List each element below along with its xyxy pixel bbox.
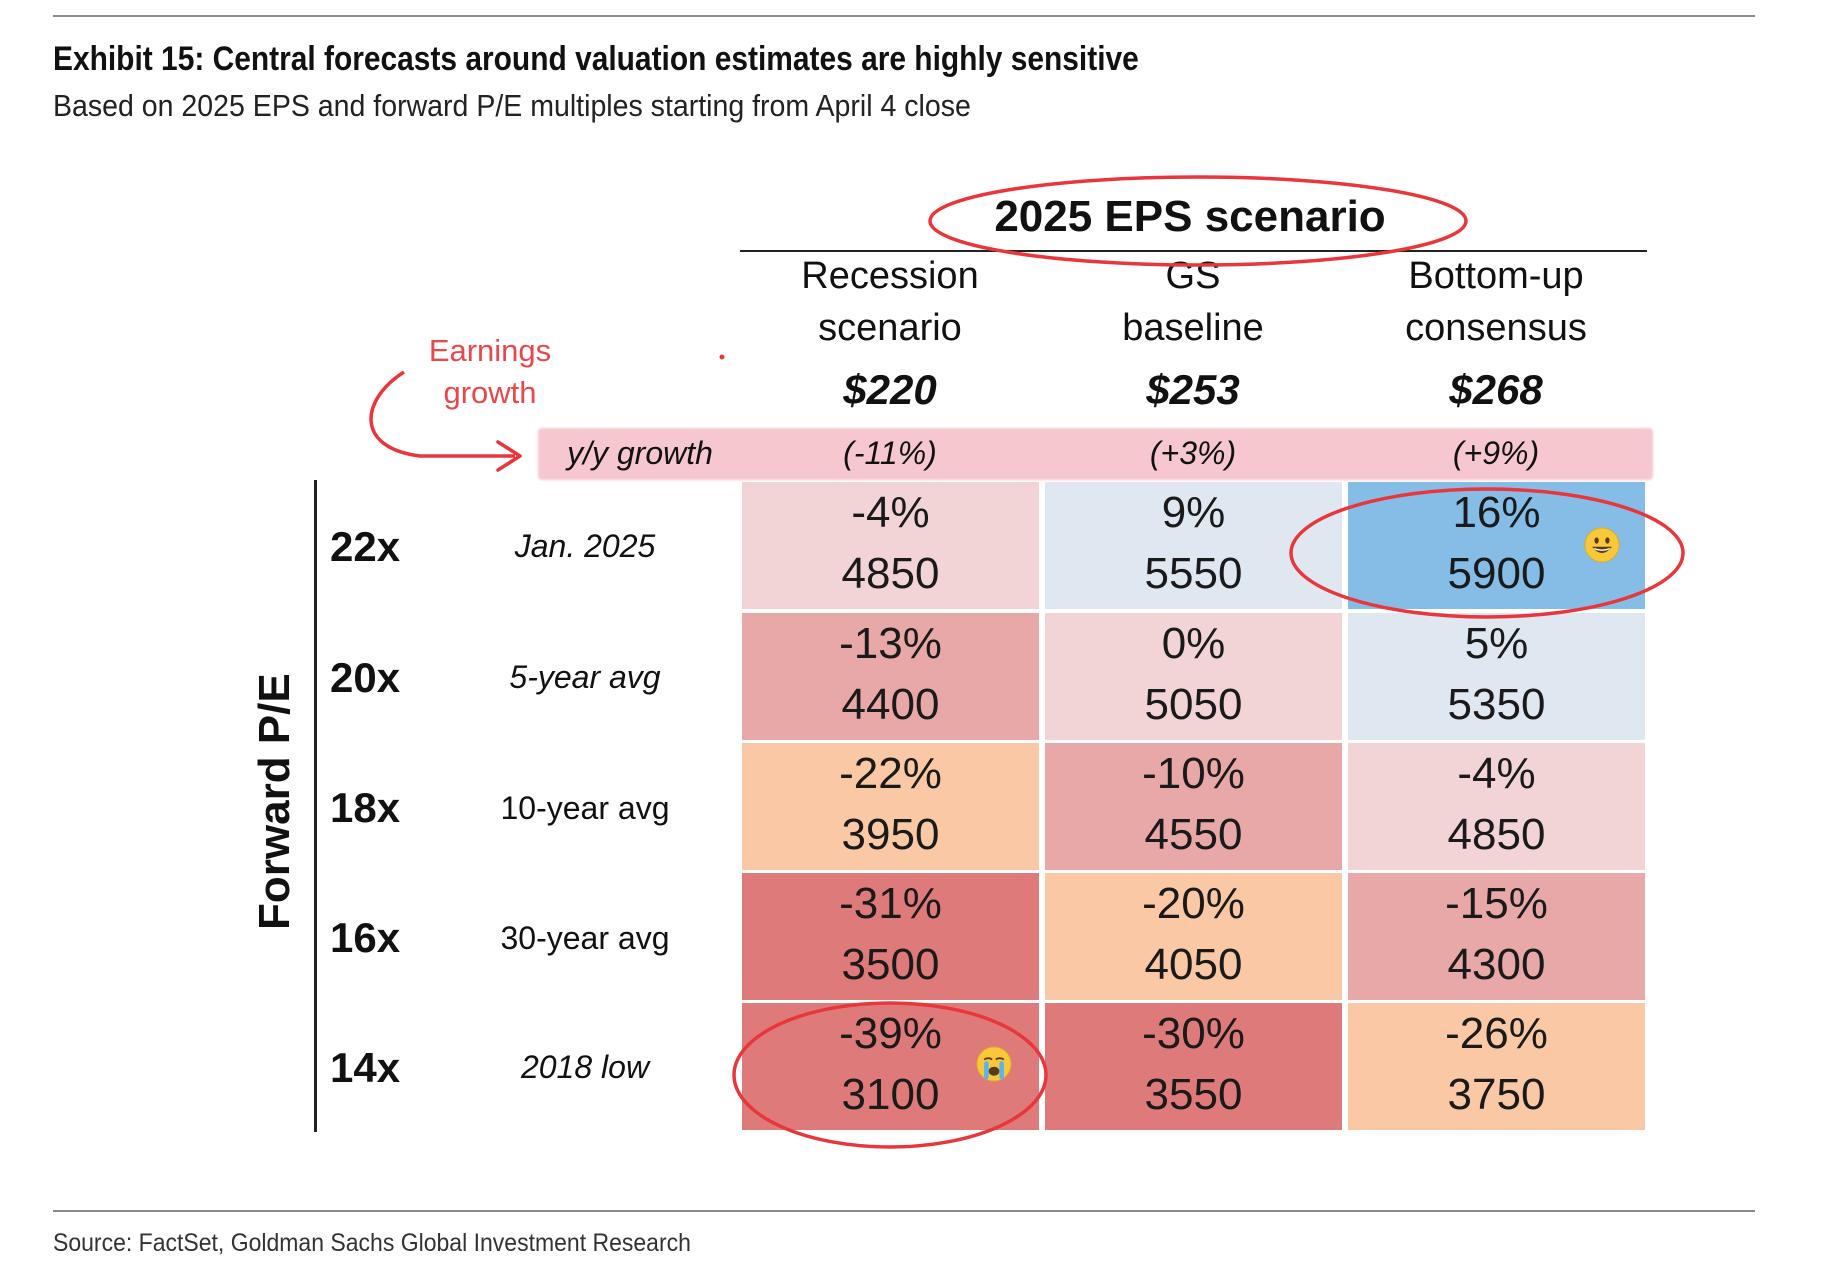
curved-arrow-icon	[369, 370, 515, 458]
source-note: Source: FactSet, Goldman Sachs Global In…	[53, 1229, 691, 1257]
exhibit-title: Exhibit 15: Central forecasts around val…	[53, 40, 1139, 78]
column-header-line: Recession	[801, 255, 979, 297]
growth-highlight-band	[538, 428, 1653, 480]
bearish-cell-circle	[732, 1001, 1048, 1149]
pe-label-30-year-avg: 30-year avg	[500, 920, 670, 956]
cell-index-level: 4850	[1447, 810, 1546, 859]
exhibit-subtitle: Based on 2025 EPS and forward P/E multip…	[53, 88, 971, 123]
column-header-line: GS	[1165, 255, 1221, 297]
column-header-consensus: Bottom-up consensus	[1346, 250, 1646, 354]
heatmap-cell: -10% 4550	[1045, 743, 1342, 870]
heatmap-cell: -15% 4300	[1348, 873, 1645, 1000]
pe-multiple-14x: 14x	[330, 1044, 401, 1091]
pe-label-10-year-avg: 10-year avg	[500, 790, 670, 826]
cell-index-level: 4850	[841, 549, 940, 598]
heatmap-cell: -26% 3750	[1348, 1003, 1645, 1130]
heatmap-cell: -22% 3950	[742, 743, 1039, 870]
pe-multiple-16x: 16x	[330, 914, 401, 961]
heatmap-cell: -20% 4050	[1045, 873, 1342, 1000]
heatmap-cell: 0% 5050	[1045, 613, 1342, 740]
column-header-line: baseline	[1122, 307, 1264, 349]
pe-label-2018-low: 2018 low	[520, 1049, 650, 1085]
column-header-line: consensus	[1405, 307, 1587, 349]
heatmap-cell: -30% 3550	[1045, 1003, 1342, 1130]
cell-percent-change: -10%	[1142, 749, 1245, 798]
growth-value-gs-baseline: (+3%)	[1149, 435, 1237, 471]
eps-title-circle	[928, 175, 1468, 267]
eps-value-consensus: $268	[1449, 366, 1543, 413]
heatmap-cell: 9% 5550	[1045, 482, 1342, 609]
cell-index-level: 3550	[1144, 1070, 1243, 1119]
cell-index-level: 3500	[841, 940, 940, 989]
cell-percent-change: 0%	[1161, 619, 1226, 668]
cell-index-level: 4550	[1144, 810, 1243, 859]
cell-percent-change: -13%	[839, 619, 942, 668]
eps-scenario-title: 2025 EPS scenario	[994, 192, 1386, 241]
column-header-recession: Recession scenario	[740, 250, 1040, 354]
heatmap-cell: -31% 3500	[742, 873, 1039, 1000]
cell-index-level: 3950	[841, 810, 940, 859]
cell-percent-change: -39%	[839, 1009, 942, 1058]
cell-percent-change: -22%	[839, 749, 942, 798]
cell-percent-change: -4%	[1457, 749, 1536, 798]
cell-percent-change: 16%	[1452, 488, 1541, 537]
annotation-line: growth	[443, 375, 537, 410]
heatmap-cell: -13% 4400	[742, 613, 1039, 740]
cell-percent-change: -15%	[1445, 879, 1548, 928]
growth-value-recession: (-11%)	[843, 435, 937, 471]
cell-percent-change: 5%	[1464, 619, 1529, 668]
cell-percent-change: -30%	[1142, 1009, 1245, 1058]
cell-index-level: 5050	[1144, 680, 1243, 729]
heatmap-cell: -4% 4850	[742, 482, 1039, 609]
cell-percent-change: -26%	[1445, 1009, 1548, 1058]
crying-face-emoji-icon	[976, 1046, 1012, 1082]
cell-index-level: 3100	[841, 1070, 940, 1119]
pe-label-jan-2025: Jan. 2025	[514, 528, 656, 564]
pe-multiple-20x: 20x	[330, 654, 401, 701]
pe-label-5-year-avg: 5-year avg	[509, 659, 661, 695]
arrow-head-icon	[496, 440, 522, 472]
cell-percent-change: -20%	[1142, 879, 1245, 928]
cell-index-level: 4400	[841, 680, 940, 729]
cell-index-level: 5900	[1447, 549, 1546, 598]
stray-dot	[719, 354, 725, 360]
grinning-face-emoji-icon	[1584, 527, 1620, 563]
cell-percent-change: 9%	[1161, 488, 1226, 537]
growth-row-label: y/y growth	[567, 435, 713, 471]
earnings-growth-annotation: Earnings growth	[400, 330, 580, 414]
column-header-gs-baseline: GS baseline	[1043, 250, 1343, 354]
cell-index-level: 4050	[1144, 940, 1243, 989]
eps-value-recession: $220	[843, 366, 937, 413]
top-rule	[53, 15, 1755, 17]
pe-multiple-22x: 22x	[330, 523, 401, 570]
heatmap-cell: -4% 4850	[1348, 743, 1645, 870]
cell-index-level: 5350	[1447, 680, 1546, 729]
pe-multiple-18x: 18x	[330, 784, 401, 831]
row-axis-line	[314, 480, 317, 1132]
cell-index-level: 3750	[1447, 1070, 1546, 1119]
cell-percent-change: -31%	[839, 879, 942, 928]
growth-value-consensus: (+9%)	[1452, 435, 1540, 471]
eps-scenario-underline	[740, 250, 1647, 252]
cell-index-level: 4300	[1447, 940, 1546, 989]
column-header-line: Bottom-up	[1408, 255, 1584, 297]
eps-value-gs-baseline: $253	[1146, 366, 1240, 413]
column-header-line: scenario	[818, 307, 962, 349]
cell-index-level: 5550	[1144, 549, 1243, 598]
heatmap-cell: 5% 5350	[1348, 613, 1645, 740]
annotation-line: Earnings	[428, 333, 552, 368]
bullish-cell-circle	[1289, 487, 1685, 619]
cell-percent-change: -4%	[851, 488, 930, 537]
bottom-rule	[53, 1210, 1755, 1212]
